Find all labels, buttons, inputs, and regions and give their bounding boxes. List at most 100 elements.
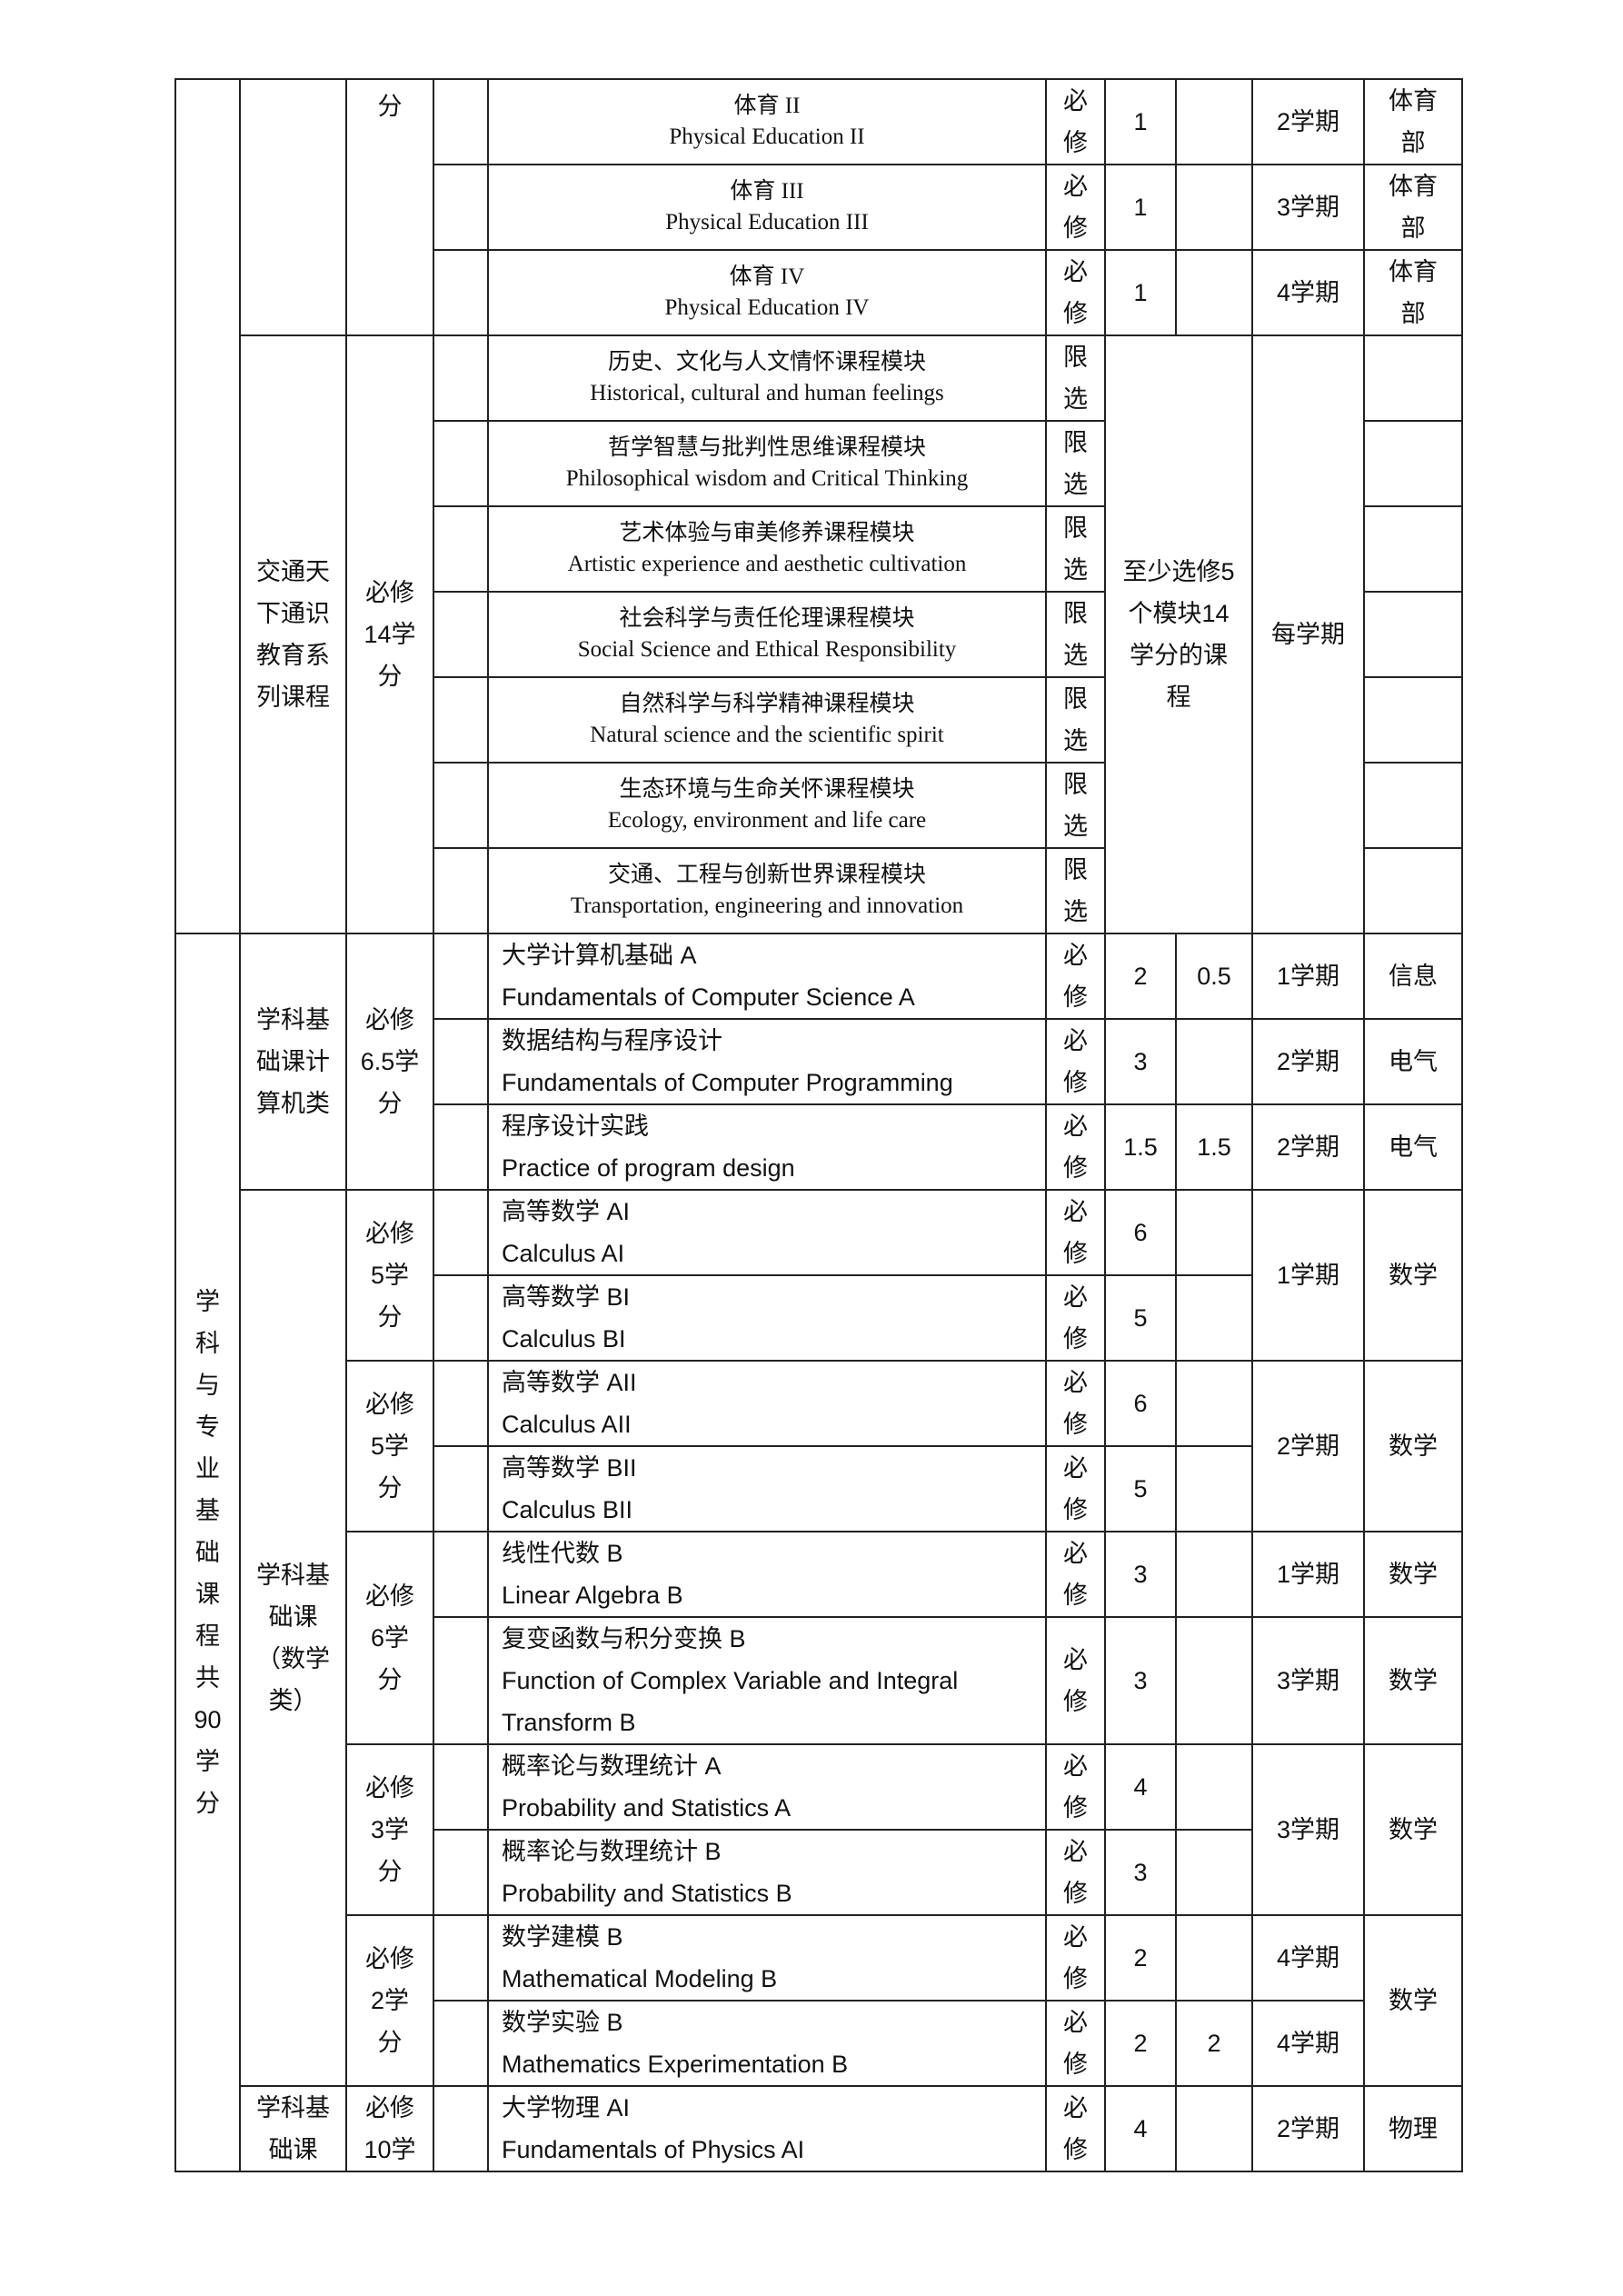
requirement-cell: 必修10学 [345, 2085, 434, 2172]
course-name-cn: 复变函数与积分变换 B [502, 1625, 746, 1652]
course-type-cell: 必修 [1045, 1914, 1106, 2002]
group-cell: 交通天下通识教育系列课程 [239, 334, 347, 934]
course-name-cn: 线性代数 B [502, 1540, 623, 1567]
elective-credits-cell: 至少选修5个模块14学分的课程 [1104, 334, 1253, 934]
course-code-cell [433, 1018, 489, 1105]
course-code-cell [433, 1103, 489, 1191]
course-name-cell: 高等数学 BII Calculus BII [487, 1445, 1047, 1532]
credits-cell: 4 [1104, 1743, 1177, 1831]
practice-credits-cell [1175, 78, 1253, 165]
course-name-en: Philosophical wisdom and Critical Thinki… [565, 466, 969, 491]
course-type-cell: 限选 [1045, 505, 1106, 593]
practice-credits-cell [1175, 1360, 1253, 1447]
department-cell [1363, 334, 1463, 422]
requirement-cell: 必修3学分 [345, 1743, 434, 1916]
course-name-cn: 历史、文化与人文情怀课程模块 [607, 350, 926, 374]
table-row: 复变函数与积分变换 B Function of Complex Variable … [175, 1616, 1463, 1745]
course-code-cell [433, 505, 489, 593]
department-cell: 电气 [1363, 1103, 1463, 1191]
course-type-cell: 必修 [1045, 249, 1106, 336]
table-row: 交通天下通识教育系列课程 必修14学分 历史、文化与人文情怀课程模块 Historic… [175, 334, 1463, 934]
course-name-cell: 体育 IV Physical Education IV [487, 249, 1047, 336]
course-code-cell [433, 676, 489, 764]
semester-cell: 每学期 [1251, 334, 1365, 934]
table-row: 生态环境与生命关怀课程模块 Ecology, environment and li… [175, 762, 1463, 849]
course-type-cell: 必修 [1045, 1531, 1106, 1618]
credits-cell: 5 [1104, 1274, 1177, 1362]
practice-credits-cell [1175, 1018, 1253, 1105]
semester-cell: 4学期 [1251, 1914, 1365, 2002]
course-type-cell: 限选 [1045, 591, 1106, 678]
course-name-cn: 数据结构与程序设计 [502, 1027, 722, 1054]
course-name-cn: 体育 III [730, 179, 804, 204]
course-name-cell: 体育 III Physical Education III [487, 164, 1047, 251]
table-row: 必修5学分 高等数学 AII Calculus AII 必修 6 2学期 数学 [175, 1360, 1463, 1532]
credits-cell: 2 [1104, 2000, 1177, 2087]
credits-cell: 5 [1104, 1445, 1177, 1532]
course-type-cell: 必修 [1045, 2085, 1106, 2172]
course-name-en: Function of Complex Variable and Integra… [502, 1667, 959, 1736]
table-row: 高等数学 BI Calculus BI 必修 5 [175, 1274, 1462, 1362]
practice-credits-cell [1175, 1914, 1253, 2002]
course-code-cell [433, 847, 489, 934]
course-name-en: Physical Education III [665, 210, 869, 235]
table-row: 程序设计实践 Practice of program design 必修 1.5 1.5… [175, 1103, 1463, 1191]
course-type-cell: 必修 [1045, 1360, 1106, 1447]
course-name-cn: 概率论与数理统计 A [502, 1752, 722, 1780]
course-name-cell: 线性代数 B Linear Algebra B [487, 1531, 1047, 1618]
table-row: 学科基础课 必修10学 大学物理 AI Fundamentals of Physics… [175, 2085, 1463, 2172]
course-type-cell: 限选 [1045, 676, 1106, 764]
course-name-cell: 哲学智慧与批判性思维课程模块 Philosophical wisdom and C… [487, 420, 1047, 507]
course-name-en: Fundamentals of Computer Science A [502, 983, 915, 1011]
credits-cell: 6 [1104, 1189, 1177, 1276]
course-name-en: Mathematics Experimentation B [502, 2051, 849, 2078]
semester-cell: 1学期 [1251, 1531, 1365, 1618]
department-cell: 物理 [1363, 2085, 1463, 2172]
requirement-cell: 必修6学分 [345, 1531, 434, 1745]
course-name-cell: 高等数学 AII Calculus AII [487, 1360, 1047, 1447]
course-code-cell [433, 2085, 489, 2172]
requirement-cell: 分 [345, 78, 434, 336]
course-name-en: Practice of program design [502, 1154, 795, 1182]
course-type-cell: 必修 [1045, 1103, 1106, 1191]
department-cell: 电气 [1363, 1018, 1463, 1105]
course-name-cn: 大学计算机基础 A [502, 942, 697, 969]
department-cell: 数学 [1363, 1531, 1463, 1618]
credits-cell: 3 [1104, 1616, 1177, 1745]
course-name-en: Artistic experience and aesthetic cultiv… [567, 552, 967, 576]
course-type-cell: 必修 [1045, 164, 1106, 251]
department-cell: 数学 [1363, 1360, 1463, 1532]
semester-cell: 2学期 [1251, 2085, 1365, 2172]
course-name-cell: 高等数学 BI Calculus BI [487, 1274, 1047, 1362]
semester-cell: 2学期 [1251, 1018, 1365, 1105]
course-name-cn: 数学建模 B [502, 1923, 623, 1951]
group-cell: 学科基础课 [239, 2085, 347, 2172]
table-row: 艺术体验与审美修养课程模块 Artistic experience and aes… [175, 505, 1463, 593]
course-name-cell: 概率论与数理统计 B Probability and Statistics B [487, 1829, 1047, 1916]
course-name-en: Transportation, engineering and innovati… [570, 893, 964, 918]
course-name-cell: 大学物理 AI Fundamentals of Physics AI [487, 2085, 1047, 2172]
practice-credits-cell [1175, 1829, 1253, 1916]
course-type-cell: 必修 [1045, 1018, 1106, 1105]
requirement-cell: 必修14学分 [345, 334, 434, 934]
department-cell: 体育部 [1363, 78, 1463, 165]
department-cell: 体育部 [1363, 249, 1463, 336]
group-cell: 学科基础课（数学类） [239, 1189, 347, 2087]
semester-cell: 1学期 [1251, 933, 1365, 1020]
semester-cell: 4学期 [1251, 249, 1365, 336]
practice-credits-cell [1175, 1616, 1253, 1745]
credits-cell: 1.5 [1104, 1103, 1177, 1191]
department-cell [1363, 676, 1463, 764]
course-name-cell: 生态环境与生命关怀课程模块 Ecology, environment and li… [487, 762, 1047, 849]
table-row: 概率论与数理统计 B Probability and Statistics B 必修… [175, 1829, 1462, 1916]
credits-cell: 1 [1104, 164, 1177, 251]
practice-credits-cell [1175, 164, 1253, 251]
course-name-cell: 高等数学 AI Calculus AI [487, 1189, 1047, 1276]
department-cell [1363, 847, 1463, 934]
credits-cell: 3 [1104, 1531, 1177, 1618]
course-name-cn: 程序设计实践 [502, 1113, 649, 1140]
department-cell [1363, 505, 1463, 593]
semester-cell: 2学期 [1251, 78, 1365, 165]
semester-cell: 4学期 [1251, 2000, 1365, 2087]
semester-cell: 1学期 [1251, 1189, 1365, 1362]
